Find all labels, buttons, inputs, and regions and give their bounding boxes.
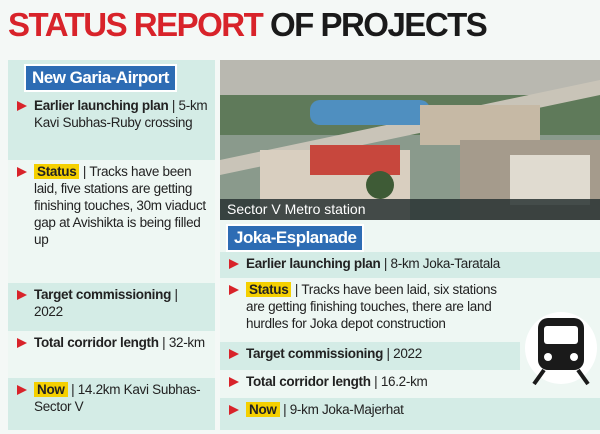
item: Target commissioning | 2022 — [220, 342, 520, 370]
item-text: | 14.2km Kavi Subhas-Sector V — [34, 382, 201, 414]
item-label: Total corridor length — [246, 374, 371, 389]
item-text: | 8-km Joka-Taratala — [383, 256, 500, 271]
item-text: | 32-km — [162, 335, 205, 350]
item: Total corridor length | 32-km — [8, 331, 215, 378]
item-label: Total corridor length — [34, 335, 159, 350]
photo — [220, 60, 600, 220]
item: Earlier launching plan | 5-km Kavi Subha… — [8, 94, 215, 160]
item-label: Target commissioning — [246, 346, 384, 361]
item-label: Now — [34, 382, 68, 397]
item: Now | 14.2km Kavi Subhas-Sector V — [8, 378, 215, 430]
photo-caption: Sector V Metro station — [220, 199, 600, 220]
item-label: Status — [246, 282, 292, 297]
train-icon — [525, 312, 597, 386]
item-text: | Tracks have been laid, five stations a… — [34, 164, 206, 247]
title-highlight: STATUS REPORT — [8, 6, 264, 43]
item: Target commissioning | 2022 — [8, 283, 215, 331]
item-text: | 9-km Joka-Majerhat — [283, 402, 404, 417]
item-text: | 2022 — [34, 287, 178, 319]
item: Status | Tracks have been laid, five sta… — [8, 160, 215, 283]
title-rest: OF PROJECTS — [269, 6, 488, 43]
item-label: Earlier launching plan — [34, 98, 169, 113]
item-text: | 2022 — [386, 346, 422, 361]
item-label: Earlier launching plan — [246, 256, 381, 271]
item-text: | Tracks have been laid, six stations ar… — [246, 282, 497, 331]
item: Now | 9-km Joka-Majerhat — [220, 398, 600, 430]
item-text: | 5-km Kavi Subhas-Ruby crossing — [34, 98, 208, 130]
item-text: | 16.2-km — [374, 374, 428, 389]
project-header: Joka-Esplanade — [226, 224, 365, 252]
item: Earlier launching plan | 8-km Joka-Tarat… — [220, 252, 600, 278]
item-label: Status — [34, 164, 80, 179]
project-header: New Garia-Airport — [24, 64, 177, 92]
title: STATUS REPORT OF PROJECTS — [8, 6, 488, 44]
item-label: Target commissioning — [34, 287, 172, 302]
item: Total corridor length | 16.2-km — [220, 370, 520, 398]
item: Status | Tracks have been laid, six stat… — [220, 278, 520, 342]
item-label: Now — [246, 402, 280, 417]
